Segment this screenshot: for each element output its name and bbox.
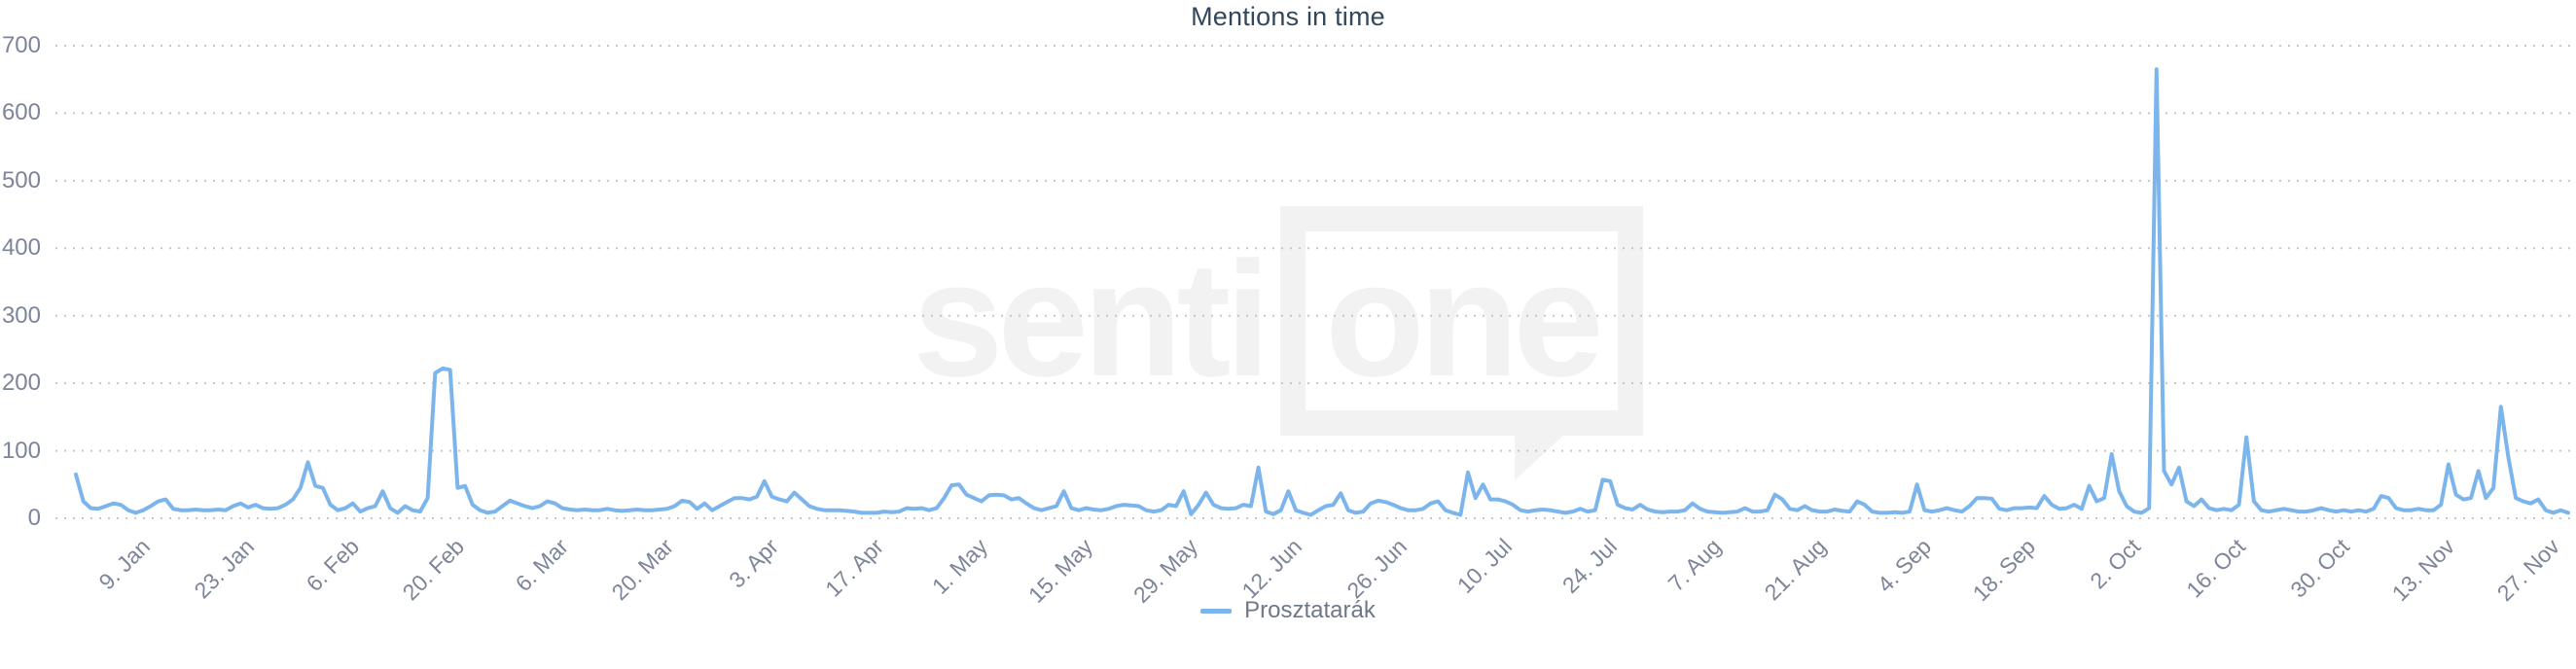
legend-label: Prosztatarák — [1244, 597, 1376, 623]
chart-title: Mentions in time — [1191, 2, 1385, 31]
legend-line-marker-icon — [1200, 608, 1233, 614]
series-line-prosztatarak[interactable] — [74, 67, 2570, 517]
y-axis-label: 300 — [1, 301, 41, 329]
y-axis-label: 400 — [1, 234, 41, 262]
y-axis-label: 100 — [1, 437, 41, 464]
y-axis-label: 200 — [1, 370, 41, 397]
legend-item-prosztatarak[interactable]: Prosztatarák — [0, 597, 2576, 624]
y-axis-label: 500 — [1, 166, 41, 194]
y-axis-label: 600 — [1, 99, 41, 126]
chart-canvas — [55, 45, 2576, 519]
y-axis-label: 0 — [27, 505, 41, 531]
y-axis-label: 700 — [1, 32, 41, 58]
